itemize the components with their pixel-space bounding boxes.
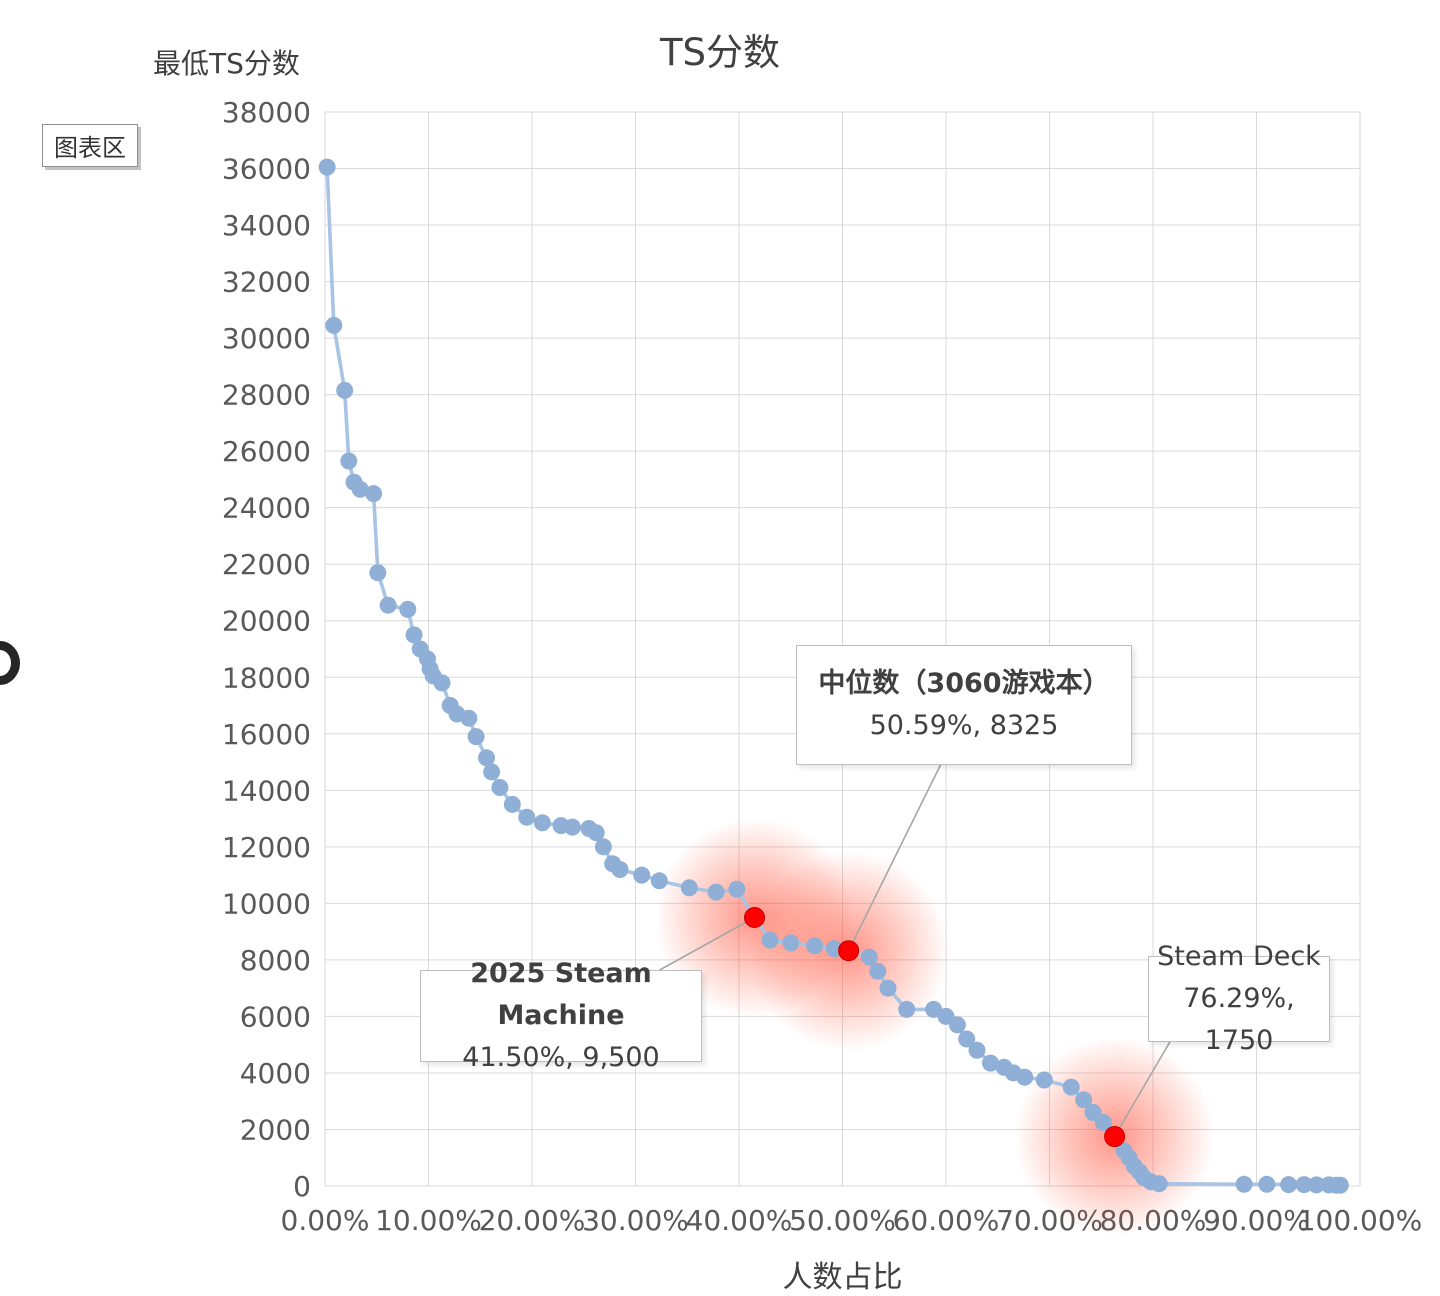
- callout-title: Steam Deck: [1157, 941, 1321, 973]
- callout-median-3060-laptop[interactable]: 中位数（3060游戏本） 50.59%, 8325: [796, 645, 1132, 765]
- svg-text:2000: 2000: [240, 1113, 311, 1146]
- svg-text:16000: 16000: [222, 718, 311, 751]
- callout-value: 76.29%, 1750: [1183, 983, 1295, 1056]
- callout-title: 2025 Steam Machine: [470, 958, 652, 1032]
- callout-2025-steam-machine[interactable]: 2025 Steam Machine 41.50%, 9,500: [420, 958, 702, 1073]
- svg-text:0: 0: [293, 1170, 311, 1203]
- svg-text:30.00%: 30.00%: [582, 1204, 689, 1237]
- y-axis-title: 最低TS分数: [153, 47, 300, 80]
- svg-text:30000: 30000: [222, 322, 311, 355]
- svg-text:40.00%: 40.00%: [686, 1204, 793, 1237]
- svg-text:32000: 32000: [222, 266, 311, 299]
- chart-area-tooltip: 图表区: [42, 124, 138, 167]
- svg-text:4000: 4000: [240, 1057, 311, 1090]
- svg-text:18000: 18000: [222, 661, 311, 694]
- svg-text:36000: 36000: [222, 153, 311, 186]
- svg-text:20000: 20000: [222, 605, 311, 638]
- svg-text:0.00%: 0.00%: [281, 1204, 370, 1237]
- svg-text:90.00%: 90.00%: [1203, 1204, 1310, 1237]
- chart-title: TS分数: [659, 31, 781, 74]
- callout-title: 中位数（3060游戏本）: [818, 668, 1110, 700]
- svg-text:22000: 22000: [222, 548, 311, 581]
- svg-text:60.00%: 60.00%: [893, 1204, 1000, 1237]
- svg-text:12000: 12000: [222, 831, 311, 864]
- svg-text:38000: 38000: [222, 96, 311, 129]
- svg-text:50.00%: 50.00%: [789, 1204, 896, 1237]
- x-axis-title: 人数占比: [782, 1260, 903, 1295]
- callout-steam-deck[interactable]: Steam Deck 76.29%, 1750: [1148, 941, 1330, 1056]
- callout-value: 41.50%, 9,500: [462, 1041, 660, 1073]
- clipped-edge-artifact: [0, 641, 20, 685]
- svg-text:6000: 6000: [240, 1000, 311, 1033]
- svg-text:34000: 34000: [222, 209, 311, 242]
- svg-text:20.00%: 20.00%: [479, 1204, 586, 1237]
- svg-text:26000: 26000: [222, 435, 311, 468]
- svg-text:14000: 14000: [222, 774, 311, 807]
- svg-text:10000: 10000: [222, 887, 311, 920]
- callout-value: 50.59%, 8325: [869, 710, 1059, 741]
- svg-text:24000: 24000: [222, 492, 311, 525]
- svg-text:28000: 28000: [222, 379, 311, 412]
- svg-text:10.00%: 10.00%: [375, 1204, 482, 1237]
- svg-text:8000: 8000: [240, 944, 311, 977]
- svg-text:100.00%: 100.00%: [1298, 1204, 1423, 1237]
